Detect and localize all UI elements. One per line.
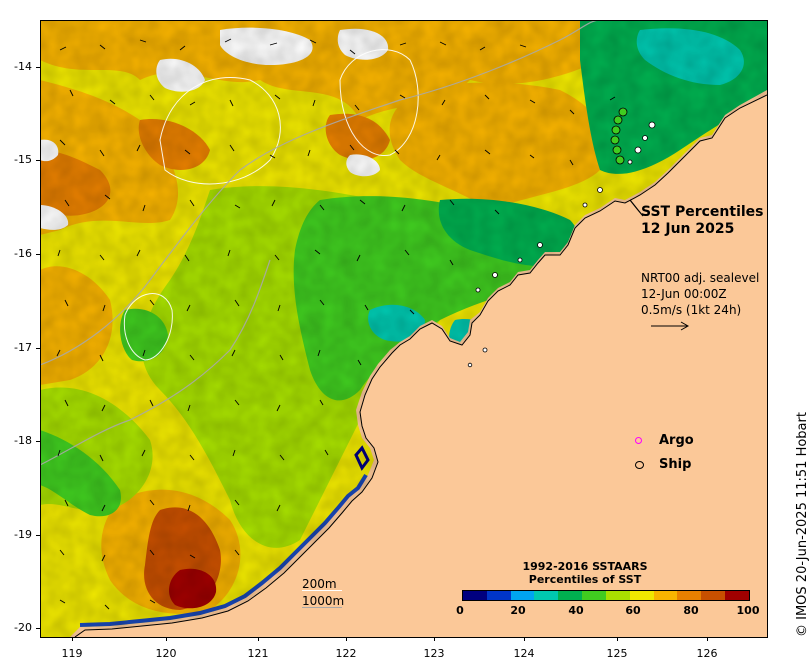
bathymetry-legend: 200m 1000m [302,576,344,608]
sst-map-canvas [40,20,767,637]
y-tick-mark [36,348,40,349]
colorbar-segment [629,591,654,600]
colorbar-tick-label: 80 [683,604,699,617]
x-tick-label: 121 [247,647,269,660]
x-tick-mark [258,637,259,641]
current-vector-legend: NRT00 adj. sealevel 12-Jun 00:00Z 0.5m/s… [641,270,759,318]
land-mass-top [75,95,767,637]
map-title: SST Percentiles 12 Jun 2025 [641,204,764,238]
colorbar-segment [510,591,535,600]
ship-track [610,107,628,165]
colorbar-segment [701,591,726,600]
colorbar-tick-label: 60 [625,604,641,617]
y-tick-label: -20 [14,621,32,634]
contour-1000m-swatch [302,607,342,608]
coastline [74,94,767,637]
colorbar-segment [677,591,702,600]
y-tick-mark [36,160,40,161]
contour-200m-swatch [302,590,342,591]
map-title-date: 12 Jun 2025 [641,221,735,237]
y-tick-label: -18 [14,434,32,447]
colorbar-segment [558,591,583,600]
y-tick-label: -14 [14,60,32,73]
colorbar-segment [534,591,559,600]
y-tick-label: -17 [14,341,32,354]
y-tick-mark [36,67,40,68]
contour-200m-label: 200m [302,577,337,591]
x-tick-label: 119 [61,647,83,660]
y-tick-mark [36,535,40,536]
bathymetry-200m-contour-3 [123,293,173,361]
colorbar-tick-label: 40 [568,604,584,617]
bathymetry-200m-contour [159,77,281,185]
title-pointer-line [629,199,644,217]
current-vectors [56,38,616,610]
x-tick-mark [166,637,167,641]
x-tick-label: 126 [696,647,718,660]
colorbar-segment [463,591,487,600]
legend-ship-label: Ship [659,457,692,472]
colorbar-segment [486,591,511,600]
map-title-line1: SST Percentiles [641,204,764,220]
colorbar-tick-label: 20 [510,604,526,617]
bathymetry-1000m-contour-2 [40,259,271,466]
x-tick-mark [524,637,525,641]
coastal-islands [467,121,656,368]
x-tick-label: 123 [423,647,445,660]
y-tick-mark [36,441,40,442]
y-tick-mark [36,628,40,629]
colorbar-segment [582,591,606,600]
colorbar-tick-label: 0 [456,604,464,617]
argo-circle-icon [635,437,642,444]
x-tick-mark [617,637,618,641]
map-panel[interactable] [40,20,767,637]
y-tick-label: -19 [14,528,32,541]
y-tick-label: -15 [14,153,32,166]
colorbar-segment [653,591,678,600]
colorbar-title-line1: 1992-2016 SSTAARS [522,560,648,573]
vector-scale-arrow-icon [651,321,690,331]
colorbar-title-line2: Percentiles of SST [528,573,642,586]
x-tick-label: 125 [606,647,628,660]
x-tick-label: 124 [513,647,535,660]
percentile-colorbar [462,590,750,601]
legend-argo-label: Argo [659,433,694,448]
colorbar-segment [725,591,749,600]
contour-1000m-label: 1000m [302,594,345,608]
colorbar-title: 1992-2016 SSTAARS Percentiles of SST [490,560,680,586]
x-tick-label: 120 [155,647,177,660]
colorbar-segment [605,591,630,600]
vector-legend-time: 12-Jun 00:00Z [641,287,727,301]
x-tick-mark [72,637,73,641]
y-tick-label: -16 [14,247,32,260]
x-tick-mark [707,637,708,641]
bathymetry-200m-contour-2 [339,49,419,157]
ship-circle-icon [635,461,644,469]
x-tick-mark [434,637,435,641]
bathymetry-1000m-contour [40,20,601,366]
vector-legend-scale: 0.5m/s (1kt 24h) [641,303,742,317]
credit-label: © IMOS 20-Jun-2025 11:51 Hobart [795,412,810,637]
colorbar-tick-label: 100 [736,604,760,617]
vector-legend-source: NRT00 adj. sealevel [641,271,760,285]
x-tick-label: 122 [335,647,357,660]
x-tick-mark [346,637,347,641]
y-tick-mark [36,254,40,255]
